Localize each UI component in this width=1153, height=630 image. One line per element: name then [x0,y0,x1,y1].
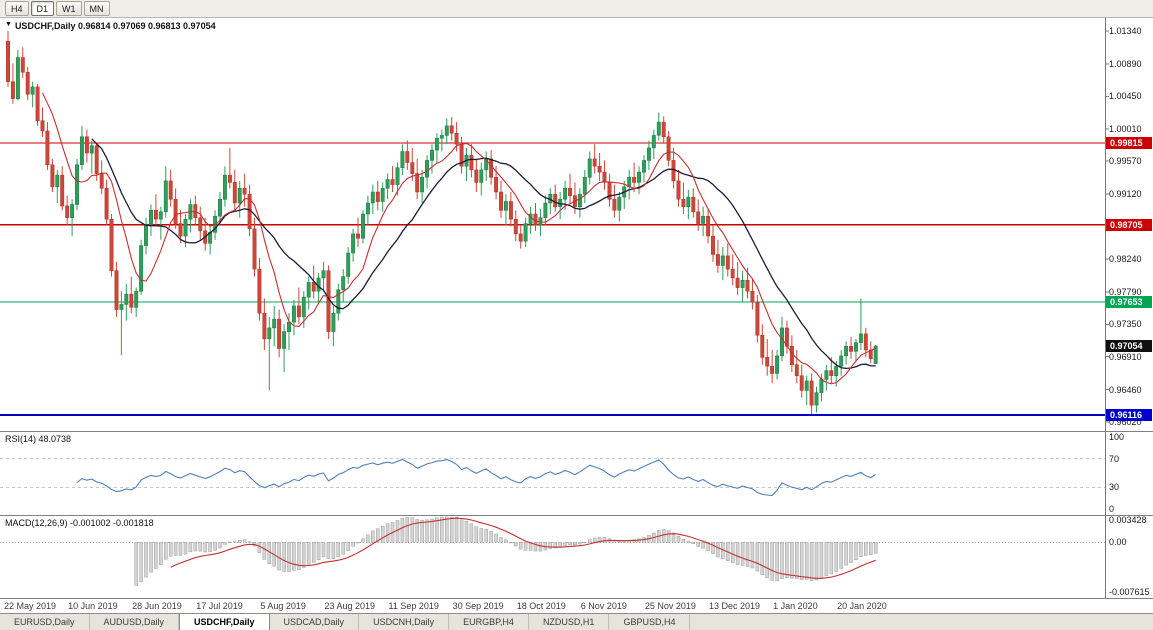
price-axis-tick: 0.97790 [1109,286,1142,297]
time-axis-label: 25 Nov 2019 [644,601,696,611]
price-axis-tick: 0.98240 [1109,253,1142,264]
chart-readout-text: USDCHF,Daily 0.96814 0.97069 0.96813 0.9… [14,21,216,31]
timeframe-button-d1[interactable]: D1 [30,1,55,16]
time-axis-label: 5 Aug 2019 [260,601,306,611]
macd-axis-tick: 0.00 [1109,537,1127,548]
candles-layer [6,31,878,414]
time-axis-label: 6 Nov 2019 [580,601,627,611]
time-axis-label: 1 Jan 2020 [773,601,818,611]
rsi-line [76,458,876,497]
time-axis-label: 18 Oct 2019 [516,601,566,611]
chart-tab-eurgbp-h4[interactable]: EURGBP,H4 [449,614,529,630]
rsi-indicator-panel[interactable]: RSI(14) 48.0738 100 70 30 0 [0,431,1153,515]
time-axis-label: 28 Jun 2019 [132,601,182,611]
time-axis-label: 20 Jan 2020 [837,601,887,611]
chart-tab-eurusd-daily[interactable]: EURUSD,Daily [0,614,90,630]
timeframe-button-mn[interactable]: MN [83,1,110,16]
macd-signal-line [170,517,876,579]
price-axis-tick: 0.99120 [1109,189,1142,200]
time-axis-label: 23 Aug 2019 [324,601,375,611]
timeframe-button-w1[interactable]: W1 [56,1,82,16]
ma-fast-line [42,92,876,385]
price-axis-tick: 0.96460 [1109,384,1142,395]
timeframe-button-h4[interactable]: H4 [5,1,29,16]
price-axis-tick: 1.01340 [1109,26,1142,36]
chart-tabs-bar: EURUSD,Daily AUDUSD,Daily USDCHF,Daily USDC… [0,613,1153,630]
rsi-axis-tick: 30 [1109,482,1120,493]
price-line-badge: 0.99815 [1106,137,1152,150]
timeframe-toolbar: H4 D1 W1 MN [0,0,1153,18]
current-price-badge: 0.97054 [1106,340,1152,353]
time-axis-label: 30 Sep 2019 [452,601,504,611]
price-axis-tick: 0.97350 [1109,319,1142,330]
rsi-axis-tick: 0 [1109,504,1115,514]
time-axis-label: 22 May 2019 [4,601,57,611]
time-axis-label: 17 Jul 2019 [196,601,243,611]
chart-tab-usdchf-daily[interactable]: USDCHF,Daily [179,613,270,630]
macd-indicator-panel[interactable]: MACD(12,26,9) -0.001002 -0.001818 0.0034… [0,515,1153,598]
rsi-chart [0,431,1153,515]
price-axis-tick: 0.99570 [1109,156,1142,167]
macd-axis-tick: -0.007615 [1109,586,1150,597]
macd-chart [0,515,1153,598]
time-axis-label: 13 Dec 2019 [708,601,761,611]
price-axis-tick: 1.00010 [1109,123,1142,134]
chart-tab-gbpusd-h4[interactable]: GBPUSD,H4 [609,614,691,630]
candlestick-chart[interactable] [0,18,1153,431]
macd-axis-tick: 0.003428 [1109,515,1147,526]
chart-ohlc-readout: ▼ USDCHF,Daily 0.96814 0.97069 0.96813 0.… [5,21,216,31]
price-line-badge: 0.96116 [1106,408,1152,421]
time-axis-label: 10 Jun 2019 [68,601,118,611]
price-axis-tick: 1.00890 [1109,59,1142,70]
time-axis[interactable]: 22 May 2019 10 Jun 2019 28 Jun 2019 17 Jul … [0,598,1153,613]
rsi-readout: RSI(14) 48.0738 [5,434,72,444]
chart-tab-nzdusd-h1[interactable]: NZDUSD,H1 [529,614,610,630]
main-chart-panel[interactable]: ▼ USDCHF,Daily 0.96814 0.97069 0.96813 0.… [0,18,1153,431]
macd-readout: MACD(12,26,9) -0.001002 -0.001818 [5,518,154,528]
price-axis-tick: 1.00450 [1109,91,1142,102]
chart-menu-icon[interactable]: ▼ [5,21,12,28]
rsi-axis-tick: 100 [1109,432,1125,442]
macd-histogram [134,516,878,586]
price-axis-tick: 0.96020 [1109,417,1142,428]
price-axis-tick: 0.96910 [1109,351,1142,362]
price-line-badge: 0.98705 [1106,218,1152,231]
price-line-badge: 0.97653 [1106,295,1152,308]
time-axis-label: 11 Sep 2019 [388,601,439,611]
chart-tab-audusd-daily[interactable]: AUDUSD,Daily [90,614,180,630]
chart-tab-usdcnh-daily[interactable]: USDCNH,Daily [359,614,450,630]
rsi-axis-tick: 70 [1109,453,1120,464]
chart-tab-usdcad-daily[interactable]: USDCAD,Daily [270,614,360,630]
